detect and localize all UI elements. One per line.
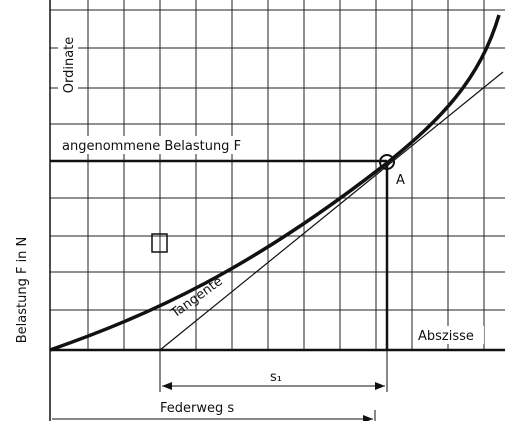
- label-bg: [58, 20, 78, 110]
- y-axis-label: Belastung F in N: [15, 237, 30, 344]
- s1-label: s₁: [270, 370, 282, 385]
- abscissa-label: Abszisse: [418, 329, 474, 344]
- tangent-line: [159, 71, 504, 351]
- x-axis-label: Federweg s: [160, 401, 234, 416]
- label-bg: [58, 136, 258, 154]
- ordinate-label: Ordinate: [62, 37, 77, 94]
- square: [151, 233, 168, 253]
- load-label: angenommene Belastung F: [62, 139, 241, 154]
- point-a: [379, 154, 395, 170]
- spring-curve: [49, 14, 501, 352]
- point-label: A: [396, 173, 405, 188]
- grid: [50, 0, 505, 350]
- label-bg: [414, 326, 484, 344]
